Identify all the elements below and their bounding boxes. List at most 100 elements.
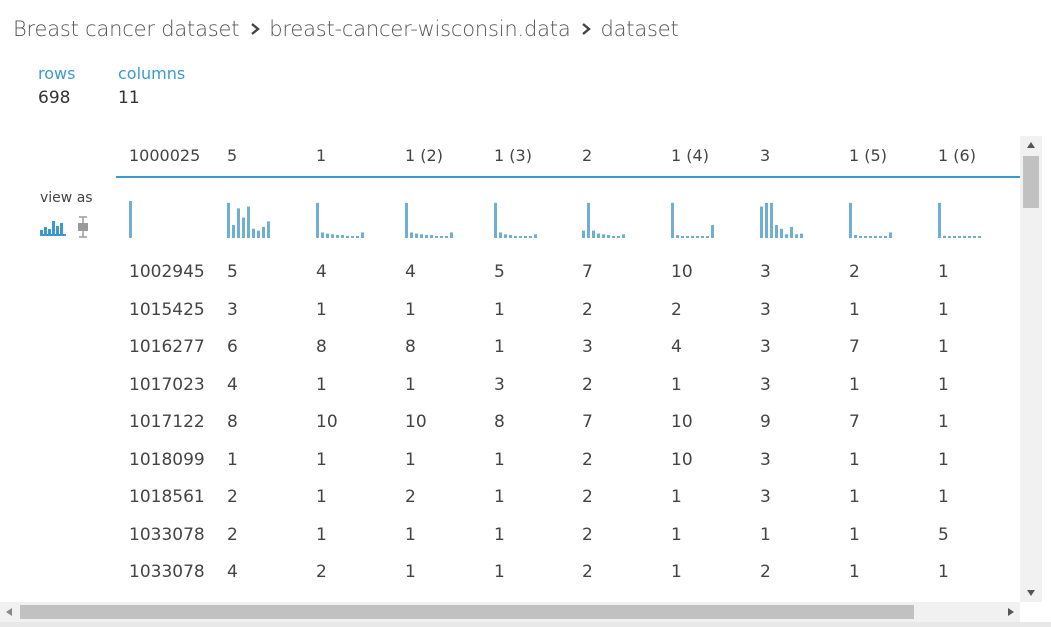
column-histogram[interactable] [582, 200, 642, 242]
table-cell: 2 [582, 487, 593, 507]
histogram-bar [973, 236, 976, 238]
rows-stat: rows 698 [38, 64, 75, 108]
scroll-right-arrow-icon[interactable] [1002, 602, 1020, 622]
column-histogram[interactable] [760, 200, 820, 242]
histogram-bar [854, 235, 857, 238]
table-cell: 3 [760, 337, 771, 357]
vertical-scroll-thumb[interactable] [1023, 156, 1039, 208]
histogram-bar [435, 236, 438, 238]
histogram-bar [361, 232, 364, 238]
horizontal-scrollbar[interactable] [0, 602, 1020, 622]
column-header[interactable]: 1 (6) [938, 146, 976, 165]
vertical-scrollbar[interactable] [1020, 136, 1042, 602]
table-cell: 4 [227, 374, 238, 395]
column-header[interactable]: 1 (5) [849, 146, 887, 165]
table-cell: 8 [227, 412, 238, 432]
histogram-bar [346, 236, 349, 238]
column-histogram[interactable] [405, 200, 465, 242]
histogram-bar [869, 236, 872, 238]
breadcrumb: Breast cancer dataset breast-cancer-wisc… [13, 15, 679, 43]
table-cell: 1 [405, 562, 416, 582]
column-histogram[interactable] [671, 200, 731, 242]
histogram-bar [622, 234, 625, 238]
table-cell: 2 [227, 487, 238, 507]
histogram-bar [227, 202, 230, 238]
breadcrumb-item-module[interactable]: breast-cancer-wisconsin.data [269, 17, 571, 41]
scroll-left-arrow-icon[interactable] [0, 602, 18, 622]
table-cell: 2 [671, 299, 682, 320]
histogram-bar [706, 236, 709, 238]
histogram-bar [252, 228, 255, 238]
scroll-down-arrow-icon[interactable] [1020, 584, 1042, 602]
table-cell: 1017122 [129, 412, 205, 432]
table-cell: 10 [405, 412, 427, 432]
column-header[interactable]: 2 [582, 146, 593, 165]
table-cell: 2 [849, 262, 860, 282]
table-cell: 1 [405, 374, 416, 395]
histogram-bar [889, 232, 892, 238]
breadcrumb-item-experiment[interactable]: Breast cancer dataset [13, 17, 240, 41]
histogram-bar [943, 235, 946, 238]
histogram-bar [405, 202, 408, 238]
table-cell: 3 [760, 262, 771, 282]
table-cell: 1 [938, 449, 949, 470]
histogram-bar [849, 202, 852, 238]
column-histogram[interactable] [316, 200, 376, 242]
column-histogram[interactable] [129, 200, 189, 242]
table-cell: 5 [494, 262, 505, 282]
histogram-icon[interactable] [40, 218, 66, 240]
histogram-bar [617, 236, 620, 238]
column-header[interactable]: 3 [760, 146, 771, 165]
histogram-bar [800, 233, 803, 238]
column-histogram[interactable] [227, 200, 287, 242]
column-header[interactable]: 5 [227, 146, 238, 165]
columns-value: 11 [118, 88, 140, 108]
histogram-bar [701, 236, 704, 238]
column-header[interactable]: 1000025 [129, 146, 201, 165]
scroll-up-arrow-icon[interactable] [1020, 136, 1042, 154]
histogram-bar [968, 236, 971, 238]
histogram-bar [671, 202, 674, 238]
table-row: 1002945 5 4 4 5 7 10 3 2 1 [116, 262, 1020, 299]
histogram-bar [504, 234, 507, 238]
table-cell: 3 [760, 374, 771, 395]
histogram-bar [450, 232, 453, 238]
column-histogram[interactable] [938, 200, 998, 242]
horizontal-scroll-thumb[interactable] [20, 605, 914, 619]
column-header[interactable]: 1 [316, 146, 327, 165]
boxplot-icon[interactable] [76, 216, 90, 242]
histogram-bar [331, 234, 334, 238]
table-row: 1018561 2 1 2 1 2 1 3 1 1 [116, 487, 1020, 524]
table-cell: 1 [671, 374, 682, 395]
column-header-row: 1000025 5 1 1 (2) 1 (3) 2 1 (4) 3 1 (5) 1 (6) [116, 136, 1020, 178]
histogram-bar [597, 233, 600, 238]
histogram-bar [247, 206, 250, 238]
table-cell: 1 [316, 374, 327, 395]
column-histogram[interactable] [494, 200, 554, 242]
column-header[interactable]: 1 (2) [405, 146, 443, 165]
table-cell: 4 [316, 262, 327, 282]
column-histogram[interactable] [849, 200, 909, 242]
table-cell: 1033078 [129, 524, 205, 545]
histogram-bar [445, 236, 448, 238]
table-cell: 1 [494, 562, 505, 582]
table-cell: 2 [760, 562, 771, 582]
table-row: 1033078 2 1 1 1 2 1 1 1 5 [116, 525, 1020, 562]
histogram-bar [582, 230, 585, 238]
column-header[interactable]: 1 (3) [494, 146, 532, 165]
histogram-bar [430, 235, 433, 238]
histogram-bar [963, 236, 966, 238]
histogram-bar [514, 236, 517, 238]
histogram-bar [524, 236, 527, 238]
table-cell: 1 [494, 487, 505, 507]
table-cell: 1 [849, 562, 860, 582]
table-cell: 1 [316, 299, 327, 320]
table-cell: 3 [760, 449, 771, 470]
column-header[interactable]: 1 (4) [671, 146, 709, 165]
histogram-bar [336, 235, 339, 238]
histogram-bar [711, 225, 714, 238]
histogram-bar [129, 201, 132, 238]
histogram-bar [953, 236, 956, 238]
table-cell: 1 [494, 337, 505, 357]
table-cell: 7 [849, 337, 860, 357]
